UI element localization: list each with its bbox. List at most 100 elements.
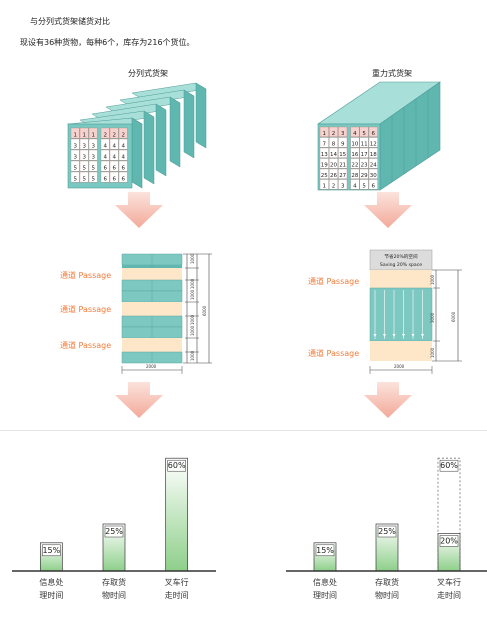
left-chart-category-label-2: 物时间 xyxy=(102,590,126,600)
left-rack-cell-label: 3 xyxy=(73,143,77,149)
lane-arrow xyxy=(383,334,386,337)
right-chart-category-label-2: 理时间 xyxy=(313,590,337,600)
left-rack-cell xyxy=(70,127,80,139)
right-rack-cell xyxy=(329,137,338,148)
left-chart-label-box xyxy=(104,525,124,538)
left-rack-cell-label: 4 xyxy=(121,154,125,160)
header-subtitle: 现设有36种货物，每种6个，库存为216个货位。 xyxy=(20,38,195,47)
right-chart-value-label: 25% xyxy=(378,527,396,536)
right-rack-cell-label: 1 xyxy=(323,131,327,137)
right-rack-cell xyxy=(319,126,329,137)
right-rack-cell-label: 5 xyxy=(362,131,366,137)
left-rack-cell xyxy=(100,160,110,172)
left-dim-4: 1000 xyxy=(190,314,195,325)
right-rack-cell-label: 28 xyxy=(351,173,358,179)
left-rack-cell xyxy=(109,160,119,172)
right-rack-cell-label: 4 xyxy=(353,183,357,189)
right-rack-cell-label: 19 xyxy=(321,162,328,168)
left-chart-label-box xyxy=(42,544,61,557)
left-rack-cell xyxy=(88,127,98,139)
left-rack-cell-label: 4 xyxy=(112,143,116,149)
left-rack-cell-label: 2 xyxy=(112,132,116,138)
right-chart-category-label: 信息处 xyxy=(313,577,337,587)
left-rack-cell xyxy=(100,149,110,161)
right-rack-cell xyxy=(319,137,329,148)
left-rack-cell xyxy=(100,138,110,150)
left-rack-cell-label: 1 xyxy=(91,132,95,138)
left-rack-cell xyxy=(109,127,119,139)
left-rack-cell xyxy=(109,171,119,183)
left-chart-value-label: 15% xyxy=(42,546,60,555)
lane-arrow xyxy=(392,334,396,337)
left-rack-cell-label: 4 xyxy=(112,154,116,160)
left-rack-cell xyxy=(79,138,89,150)
right-rack-cell-label: 17 xyxy=(361,152,368,158)
right-passage-label-2: 通道 Passage xyxy=(308,348,359,358)
left-arrow-2 xyxy=(115,382,163,418)
right-rack-cell xyxy=(319,168,329,179)
right-rack-cell xyxy=(329,158,338,169)
right-rack-cell xyxy=(359,158,369,169)
right-passage-band-1 xyxy=(370,270,432,288)
left-passage-band-3 xyxy=(122,338,182,352)
left-rack-cell xyxy=(100,127,110,139)
right-chart-ghost-label: 60% xyxy=(440,461,458,470)
right-rack-cell-label: 6 xyxy=(372,131,376,137)
left-rack-cell-label: 3 xyxy=(82,143,86,149)
lane-arrow xyxy=(421,334,424,337)
left-bottom-dim: 2000 xyxy=(146,364,157,369)
right-dim-3: 1000 xyxy=(430,347,435,358)
left-rack-cell-label: 3 xyxy=(82,154,86,160)
lane-arrow xyxy=(373,334,377,337)
left-rack-cell-label: 5 xyxy=(73,176,77,182)
right-rack-cell xyxy=(350,147,360,158)
saving-text-zh: 节省20%的空间 xyxy=(384,253,418,260)
right-rack-cell xyxy=(329,168,338,179)
left-rack-cell xyxy=(70,160,80,172)
right-rack-cell-label: 5 xyxy=(362,183,366,189)
left-chart-bar xyxy=(165,457,189,572)
left-rack-cell xyxy=(88,160,98,172)
right-rack-cell xyxy=(368,168,378,179)
right-chart-category-label-2: 物时间 xyxy=(375,590,399,600)
right-dim-total: 6000 xyxy=(451,311,456,322)
right-rack-cell xyxy=(359,126,369,137)
right-chart-value-label: 20% xyxy=(440,536,458,545)
left-rack-cell-label: 5 xyxy=(82,165,86,171)
right-rack-cell xyxy=(319,147,329,158)
right-rack-cell xyxy=(338,126,348,137)
left-rack-cell xyxy=(109,138,119,150)
right-rack-cell-label: 3 xyxy=(341,131,345,137)
left-dim-1: 1000 xyxy=(190,253,195,264)
left-chart-category-label: 叉车行 xyxy=(165,577,189,587)
right-passage-label-1: 通道 Passage xyxy=(308,276,359,286)
left-rack-cell xyxy=(70,149,80,161)
right-rack-cell xyxy=(368,158,378,169)
right-rack-cell xyxy=(338,147,348,158)
right-chart-ghost-label-box xyxy=(439,459,459,472)
right-rack-cell-label: 12 xyxy=(370,141,377,147)
left-passage-band-1 xyxy=(122,268,182,280)
right-rack-cell-label: 22 xyxy=(351,162,358,168)
left-rack-cell-label: 6 xyxy=(121,176,125,182)
right-rack-cell xyxy=(359,147,369,158)
right-rack-cell-label: 21 xyxy=(339,162,346,168)
header-title: 与分列式货架储货对比 xyxy=(30,17,110,26)
right-rack-cell xyxy=(350,126,360,137)
left-rack-back-units xyxy=(79,82,207,185)
left-rack-cell xyxy=(100,171,110,183)
right-rack-cell-label: 3 xyxy=(341,183,345,189)
left-rack-cell-label: 1 xyxy=(73,132,77,138)
left-dim-6: 1000 xyxy=(190,350,195,361)
right-passage-band-2 xyxy=(370,341,432,361)
right-rack-cell-label: 29 xyxy=(361,173,368,179)
left-passage-label-3: 通道 Passage xyxy=(60,340,111,350)
left-rack-cell xyxy=(70,138,80,150)
right-rack-cell xyxy=(359,168,369,179)
left-chart-category-label-2: 理时间 xyxy=(39,590,63,600)
left-rack-cell xyxy=(79,160,89,172)
left-rack-cell-label: 2 xyxy=(103,132,107,138)
left-chart-value-label: 25% xyxy=(105,527,123,536)
right-rack-cell-label: 6 xyxy=(372,183,376,189)
right-rack-cell-label: 11 xyxy=(361,141,368,147)
